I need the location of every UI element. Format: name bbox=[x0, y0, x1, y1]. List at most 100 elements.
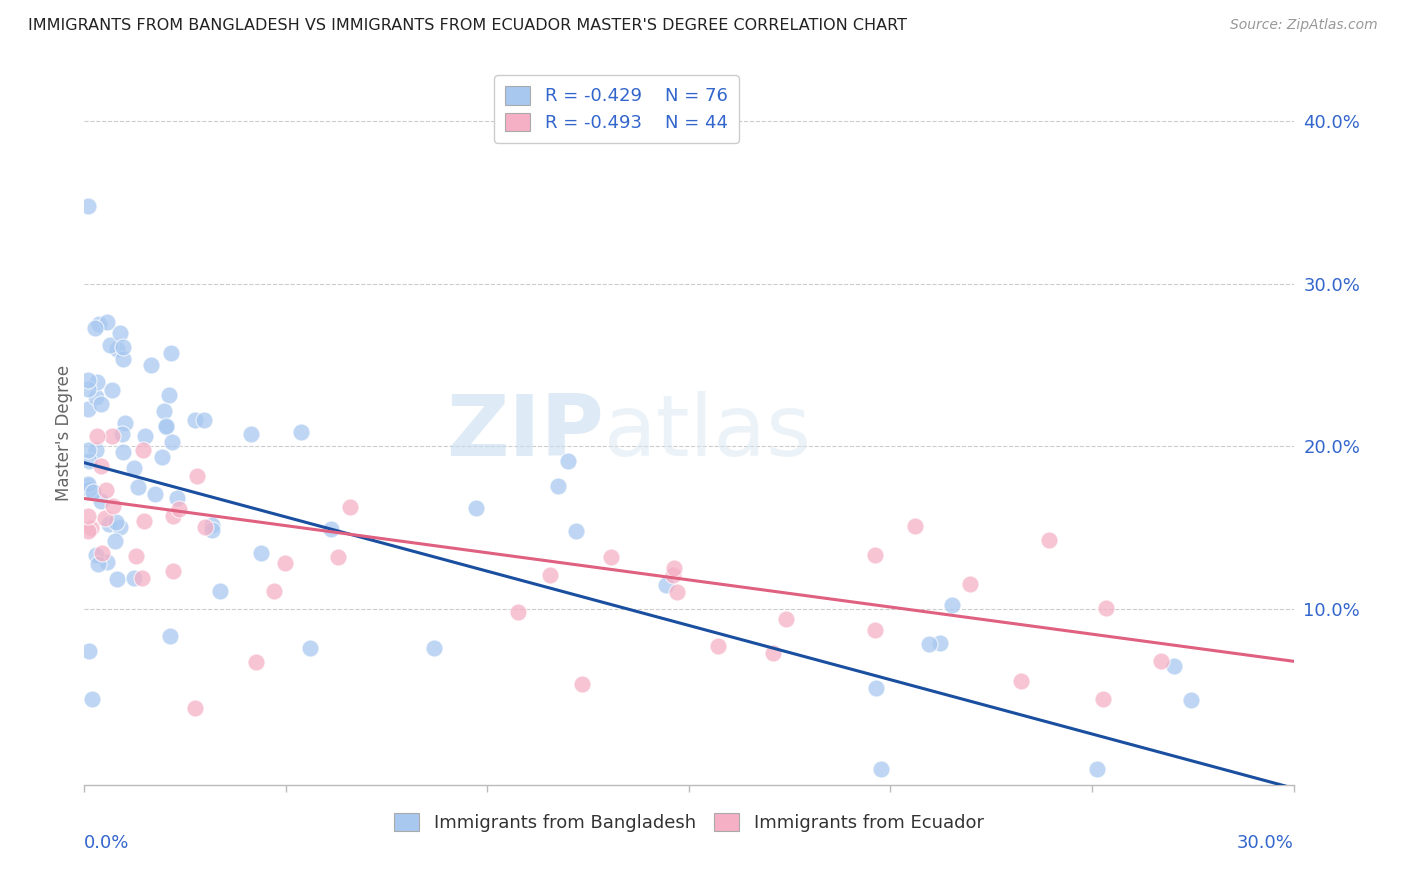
Point bbox=[599, 550, 621, 565]
Point bbox=[564, 524, 586, 538]
Point bbox=[155, 420, 177, 434]
Point bbox=[538, 568, 561, 582]
Point bbox=[77, 401, 100, 416]
Text: Source: ZipAtlas.com: Source: ZipAtlas.com bbox=[1230, 18, 1378, 32]
Point bbox=[90, 397, 112, 411]
Point bbox=[201, 517, 224, 532]
Point bbox=[96, 555, 118, 569]
Point bbox=[240, 427, 263, 442]
Point bbox=[162, 509, 184, 524]
Point bbox=[662, 561, 685, 575]
Point bbox=[1010, 673, 1032, 688]
Point bbox=[79, 454, 101, 468]
Point bbox=[159, 629, 181, 643]
Point bbox=[131, 571, 153, 585]
Point bbox=[90, 546, 112, 560]
Point bbox=[122, 460, 145, 475]
Point bbox=[112, 445, 135, 459]
Point bbox=[928, 636, 950, 650]
Point bbox=[80, 691, 103, 706]
Point bbox=[125, 549, 148, 564]
Point bbox=[1180, 693, 1202, 707]
Point bbox=[84, 549, 107, 563]
Point bbox=[201, 523, 224, 537]
Point bbox=[90, 459, 112, 474]
Point bbox=[103, 500, 125, 514]
Point bbox=[762, 646, 785, 660]
Text: 0.0%: 0.0% bbox=[84, 834, 129, 852]
Point bbox=[84, 390, 107, 404]
Point bbox=[339, 500, 361, 515]
Point bbox=[273, 556, 295, 570]
Y-axis label: Master's Degree: Master's Degree bbox=[55, 365, 73, 500]
Point bbox=[77, 477, 100, 491]
Point bbox=[1163, 659, 1185, 673]
Point bbox=[666, 585, 689, 599]
Point bbox=[104, 515, 127, 529]
Point bbox=[110, 326, 132, 341]
Point bbox=[1038, 533, 1060, 547]
Point bbox=[557, 454, 579, 468]
Point bbox=[1091, 692, 1114, 706]
Point bbox=[707, 640, 730, 654]
Text: ZIP: ZIP bbox=[447, 391, 605, 475]
Point bbox=[1095, 600, 1118, 615]
Point bbox=[96, 315, 118, 329]
Point bbox=[1085, 762, 1108, 776]
Point bbox=[80, 521, 103, 535]
Point bbox=[134, 429, 156, 443]
Point bbox=[166, 491, 188, 505]
Point bbox=[139, 359, 162, 373]
Point bbox=[865, 681, 887, 695]
Point bbox=[208, 583, 231, 598]
Point bbox=[328, 549, 350, 564]
Point bbox=[249, 546, 271, 560]
Text: 30.0%: 30.0% bbox=[1237, 834, 1294, 852]
Point bbox=[150, 450, 173, 465]
Point bbox=[145, 487, 167, 501]
Point bbox=[112, 351, 135, 366]
Point bbox=[186, 469, 208, 483]
Point bbox=[655, 577, 678, 591]
Point bbox=[97, 516, 120, 531]
Point bbox=[423, 640, 446, 655]
Point bbox=[94, 511, 117, 525]
Point bbox=[82, 484, 104, 499]
Point bbox=[105, 572, 128, 586]
Point bbox=[193, 412, 215, 426]
Point bbox=[94, 483, 117, 498]
Point bbox=[160, 346, 183, 360]
Point bbox=[162, 564, 184, 578]
Point bbox=[111, 427, 134, 442]
Point bbox=[77, 442, 100, 457]
Point bbox=[86, 429, 108, 443]
Point bbox=[869, 762, 891, 776]
Point bbox=[77, 644, 100, 658]
Point bbox=[1150, 653, 1173, 667]
Point bbox=[89, 317, 111, 331]
Point bbox=[290, 425, 312, 439]
Point bbox=[941, 599, 963, 613]
Point bbox=[77, 482, 100, 496]
Point bbox=[184, 413, 207, 427]
Text: atlas: atlas bbox=[605, 391, 813, 475]
Point bbox=[547, 479, 569, 493]
Point bbox=[127, 479, 149, 493]
Point bbox=[105, 343, 128, 357]
Point bbox=[245, 655, 267, 669]
Point bbox=[84, 320, 107, 334]
Point bbox=[90, 494, 112, 508]
Point bbox=[865, 623, 887, 637]
Point bbox=[77, 524, 100, 538]
Point bbox=[263, 583, 285, 598]
Point bbox=[114, 417, 136, 431]
Point bbox=[77, 479, 100, 493]
Point bbox=[194, 520, 217, 534]
Point bbox=[77, 382, 100, 396]
Point bbox=[167, 502, 190, 516]
Text: IMMIGRANTS FROM BANGLADESH VS IMMIGRANTS FROM ECUADOR MASTER'S DEGREE CORRELATIO: IMMIGRANTS FROM BANGLADESH VS IMMIGRANTS… bbox=[28, 18, 907, 33]
Point bbox=[465, 501, 488, 516]
Point bbox=[904, 519, 927, 533]
Point bbox=[101, 429, 124, 443]
Point bbox=[104, 534, 127, 549]
